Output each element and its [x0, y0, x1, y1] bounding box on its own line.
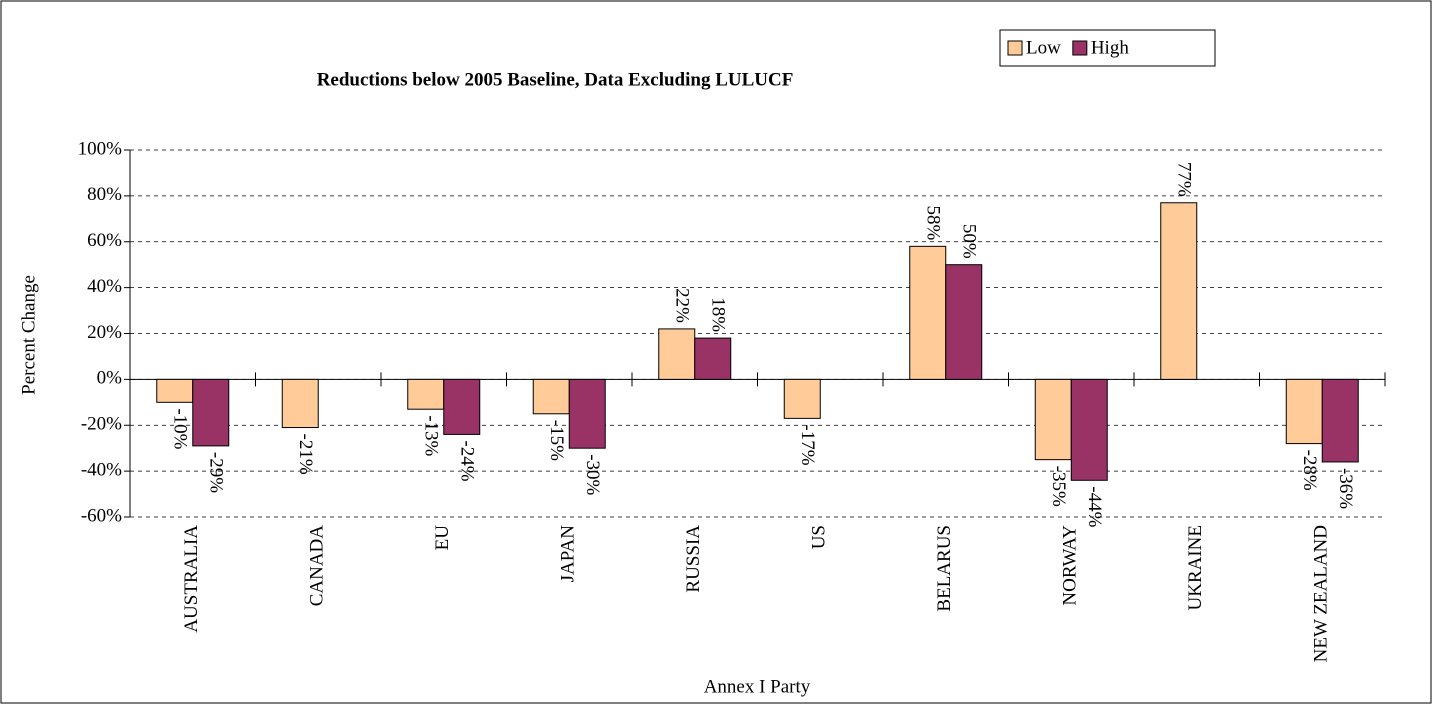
y-tick-label: 40%	[87, 276, 122, 297]
value-label: 22%	[671, 288, 692, 323]
y-tick-label: 20%	[87, 322, 122, 343]
value-label: -15%	[546, 420, 567, 461]
value-label: 18%	[707, 297, 728, 332]
value-label: -28%	[1299, 450, 1320, 491]
bar	[1285, 378, 1323, 445]
bar	[1160, 202, 1198, 380]
y-tick-label: 100%	[78, 138, 123, 159]
value-label: -30%	[582, 454, 603, 495]
x-tick-label: AUSTRALIA	[181, 525, 202, 633]
bar	[443, 378, 481, 435]
y-tick-label: -60%	[81, 505, 122, 526]
x-tick-label: NEW ZEALAND	[1311, 525, 1332, 662]
bar	[281, 378, 319, 429]
value-label: -44%	[1084, 486, 1105, 527]
value-label: -13%	[420, 415, 441, 456]
y-tick-label: -20%	[81, 414, 122, 435]
bar	[783, 378, 821, 419]
y-tick-label: -40%	[81, 459, 122, 480]
value-label: -24%	[456, 440, 477, 481]
y-axis-label: Percent Change	[18, 275, 39, 395]
bar	[1034, 378, 1072, 461]
x-tick-label: JAPAN	[558, 525, 579, 583]
value-label: -21%	[295, 434, 316, 475]
x-tick-label: UKRAINE	[1185, 525, 1206, 611]
x-tick-label: US	[809, 525, 830, 549]
legend-label: High	[1091, 37, 1130, 58]
x-tick-label: EU	[432, 525, 453, 551]
bar	[945, 264, 983, 380]
value-label: 50%	[958, 224, 979, 259]
bar	[694, 337, 732, 380]
y-tick-label: 60%	[87, 230, 122, 251]
bar	[909, 245, 947, 380]
bar	[1321, 378, 1359, 463]
bar	[407, 378, 445, 410]
value-label: -36%	[1335, 468, 1356, 509]
legend-box	[999, 29, 1216, 67]
bar	[192, 378, 230, 447]
bar	[658, 328, 696, 380]
x-axis-label: Annex I Party	[704, 676, 811, 697]
legend-swatch	[1007, 40, 1023, 56]
value-label: -29%	[205, 452, 226, 493]
value-label: 77%	[1173, 162, 1194, 197]
bar	[156, 378, 194, 403]
bar	[532, 378, 570, 415]
bar	[1070, 378, 1108, 481]
bar	[568, 378, 606, 449]
x-tick-label: CANADA	[307, 525, 328, 607]
legend-swatch	[1072, 40, 1088, 56]
x-tick-label: NORWAY	[1060, 525, 1081, 606]
value-label: -35%	[1048, 466, 1069, 507]
value-label: -17%	[797, 424, 818, 465]
y-tick-label: 0%	[97, 368, 123, 389]
value-label: -10%	[169, 408, 190, 449]
x-tick-label: RUSSIA	[683, 525, 704, 593]
legend-label: Low	[1026, 37, 1061, 58]
value-label: 58%	[922, 206, 943, 241]
y-tick-label: 80%	[87, 184, 122, 205]
chart-title: Reductions below 2005 Baseline, Data Exc…	[317, 69, 794, 90]
x-tick-label: BELARUS	[934, 525, 955, 612]
